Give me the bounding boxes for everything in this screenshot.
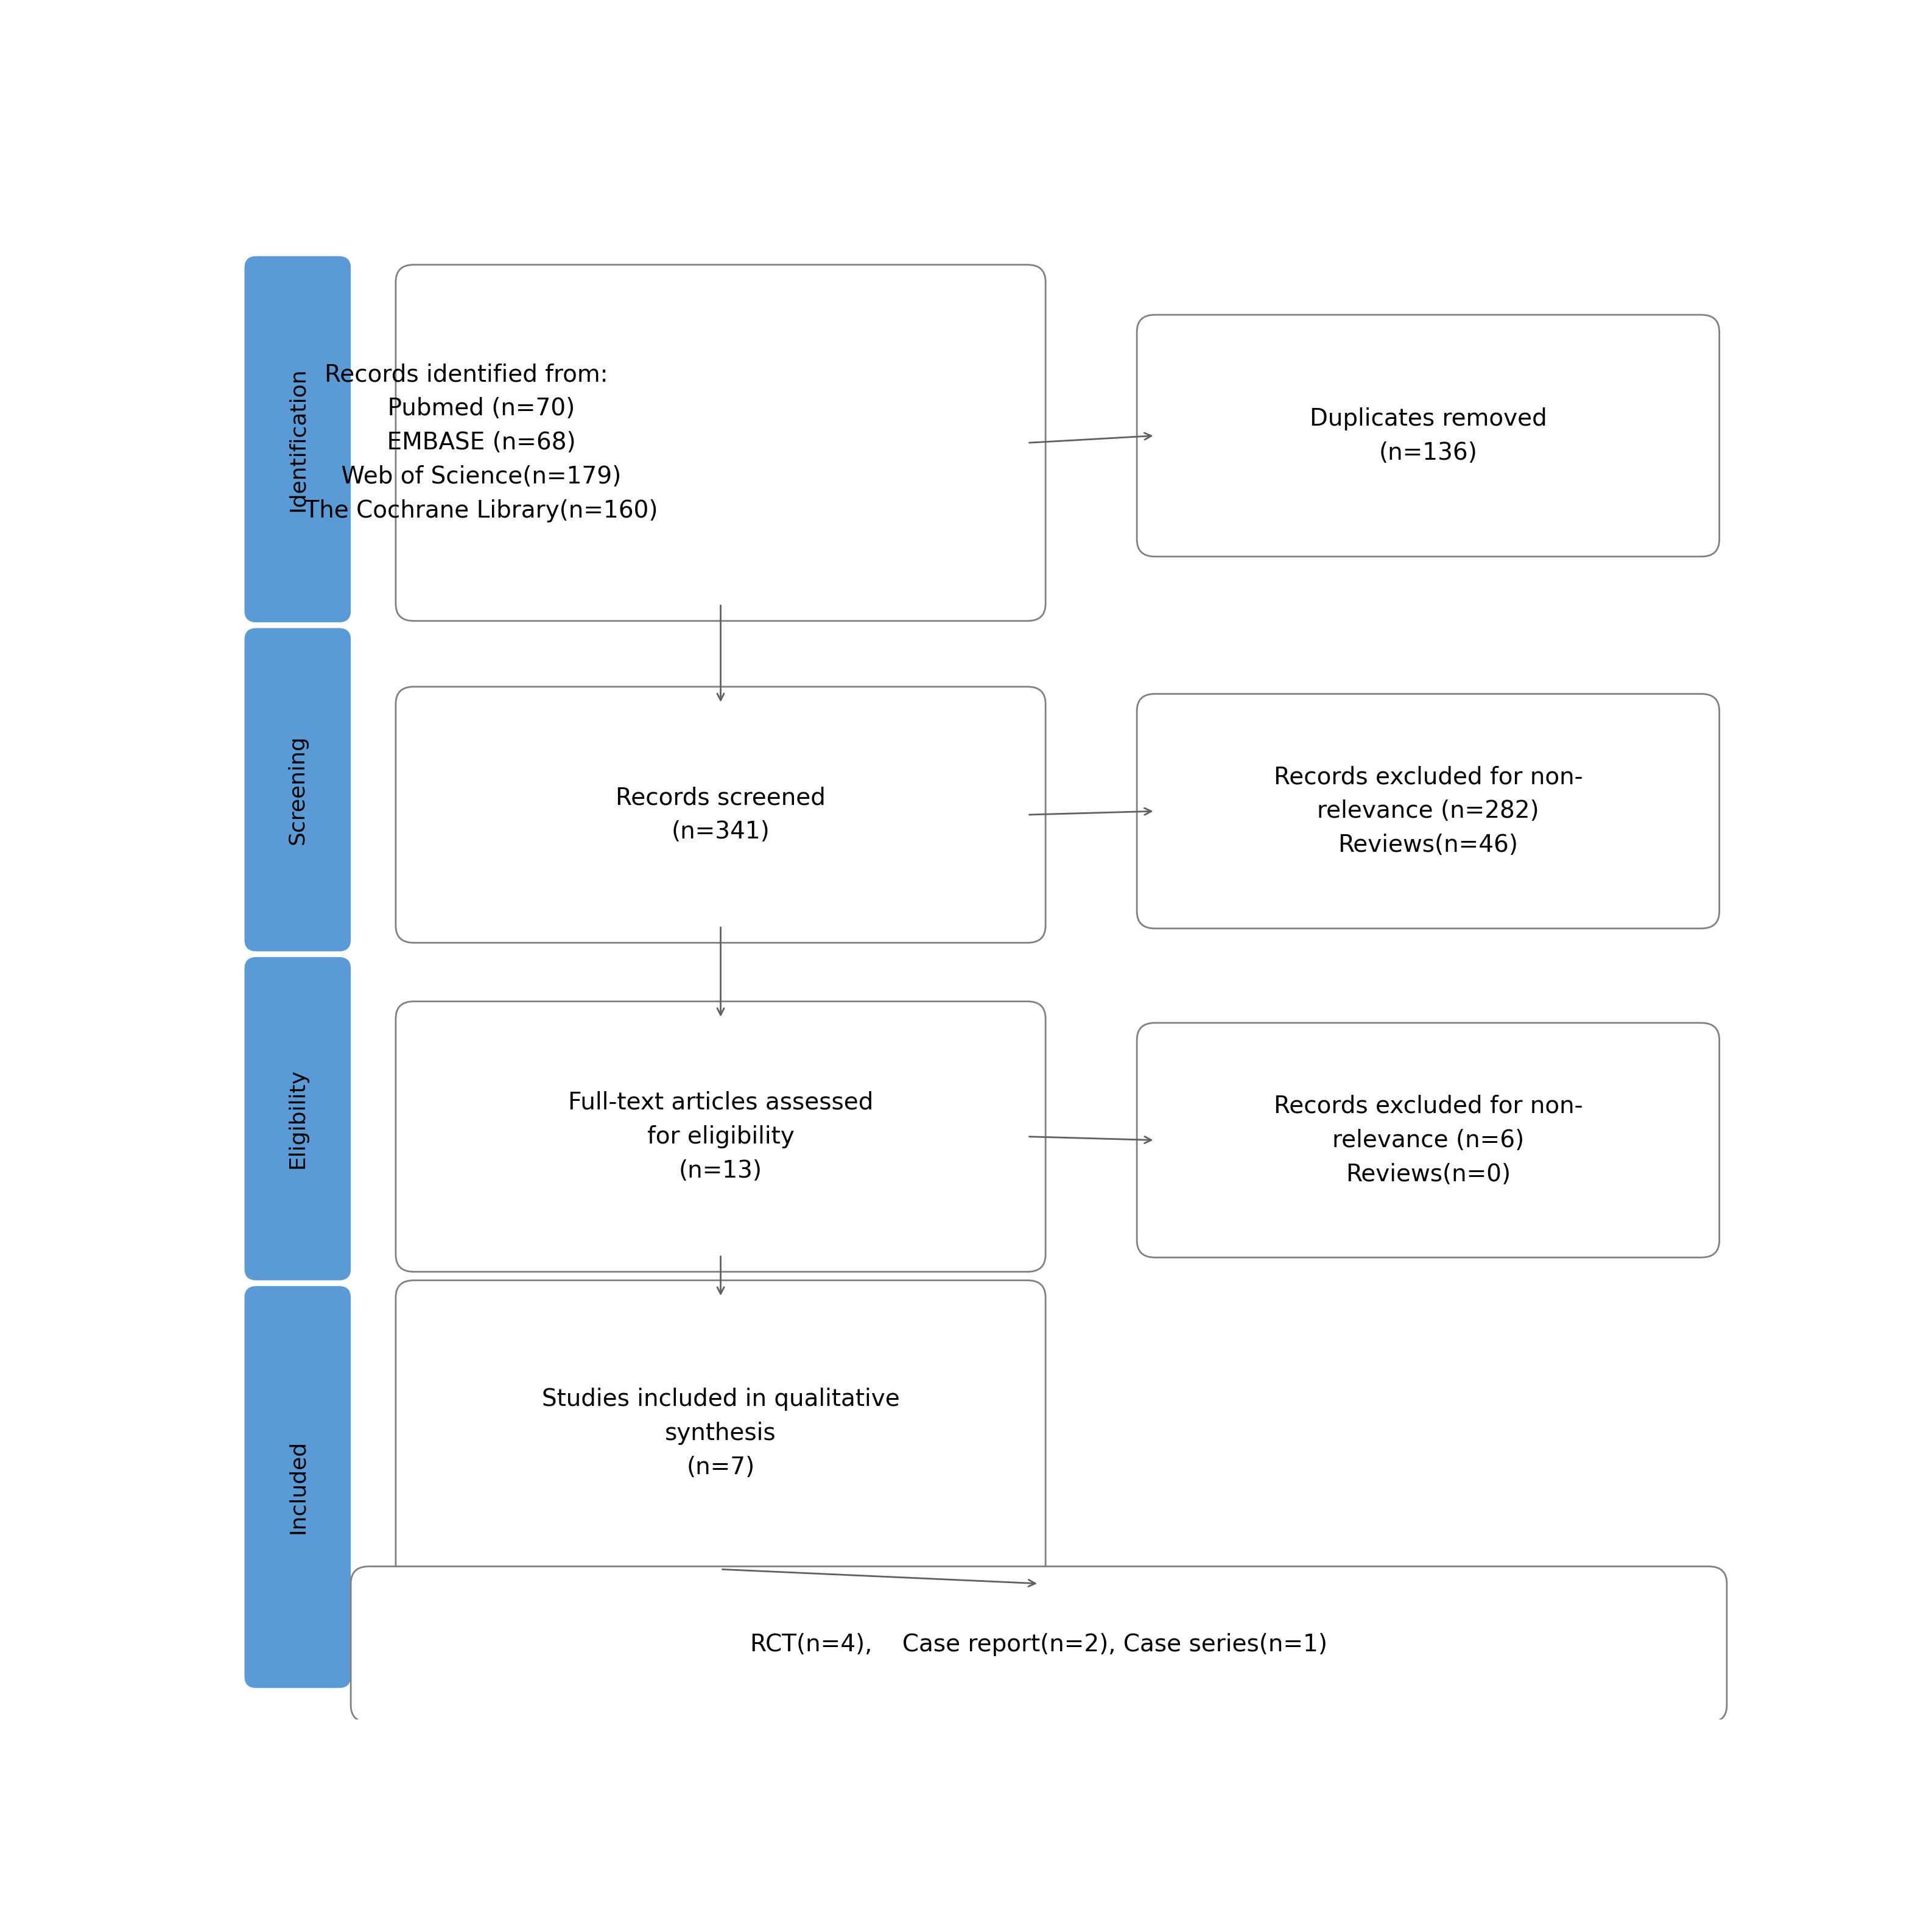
FancyBboxPatch shape: [1136, 694, 1719, 929]
Text: Eligibility: Eligibility: [288, 1068, 307, 1169]
Text: Full-text articles assessed
for eligibility
(n=13): Full-text articles assessed for eligibil…: [568, 1092, 873, 1182]
Text: Records identified from:
    Pubmed (n=70)
    EMBASE (n=68)
    Web of Science(: Records identified from: Pubmed (n=70) E…: [274, 363, 657, 522]
Text: Records excluded for non-
relevance (n=282)
Reviews(n=46): Records excluded for non- relevance (n=2…: [1273, 765, 1582, 856]
Text: Identification: Identification: [288, 367, 307, 512]
FancyBboxPatch shape: [245, 1287, 352, 1689]
FancyBboxPatch shape: [396, 1281, 1045, 1586]
Text: Included: Included: [288, 1439, 307, 1534]
FancyBboxPatch shape: [245, 628, 352, 951]
FancyBboxPatch shape: [245, 956, 352, 1281]
Text: Duplicates removed
(n=136): Duplicates removed (n=136): [1310, 408, 1548, 464]
Text: RCT(n=4),    Case report(n=2), Case series(n=1): RCT(n=4), Case report(n=2), Case series(…: [750, 1633, 1327, 1656]
FancyBboxPatch shape: [1136, 315, 1719, 556]
Text: Records screened
(n=341): Records screened (n=341): [616, 786, 825, 844]
Text: Records excluded for non-
relevance (n=6)
Reviews(n=0): Records excluded for non- relevance (n=6…: [1273, 1095, 1582, 1186]
FancyBboxPatch shape: [396, 686, 1045, 943]
FancyBboxPatch shape: [1136, 1022, 1719, 1258]
FancyBboxPatch shape: [245, 257, 352, 622]
Text: Screening: Screening: [288, 734, 307, 844]
FancyBboxPatch shape: [352, 1567, 1727, 1721]
FancyBboxPatch shape: [396, 1001, 1045, 1271]
Text: Studies included in qualitative
synthesis
(n=7): Studies included in qualitative synthesi…: [541, 1387, 900, 1480]
FancyBboxPatch shape: [396, 265, 1045, 620]
